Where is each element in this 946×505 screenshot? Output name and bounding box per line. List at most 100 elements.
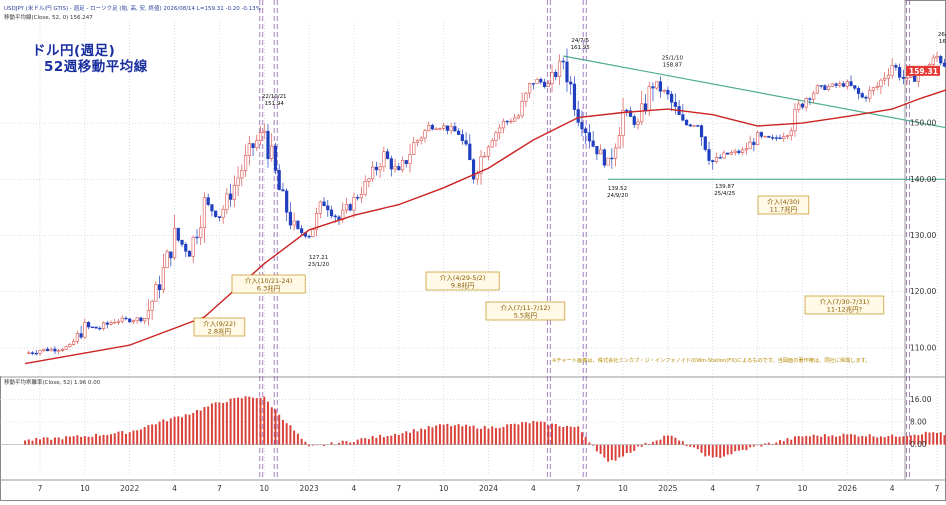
- candle-body: [415, 140, 420, 143]
- deviation-bar: [693, 444, 696, 448]
- deviation-bar: [760, 444, 763, 447]
- candle-body: [404, 160, 408, 164]
- candle-body: [853, 85, 857, 89]
- deviation-bar: [715, 444, 718, 457]
- deviation-bar: [438, 424, 441, 445]
- deviation-bar: [349, 442, 352, 445]
- intervention-label: 介入(10/21-24): [245, 277, 292, 285]
- deviation-bar: [330, 442, 333, 445]
- deviation-bar: [446, 423, 449, 445]
- intervention-amount: 2.8兆円: [208, 327, 231, 336]
- candle-body: [643, 103, 648, 111]
- x-tick-label: 2023: [300, 484, 319, 493]
- candle-body: [438, 128, 442, 130]
- deviation-bar: [345, 441, 348, 445]
- candle-body: [711, 160, 715, 163]
- candle-body: [935, 56, 939, 59]
- deviation-bar: [311, 444, 314, 446]
- x-tick-label: 7: [396, 484, 401, 493]
- candle-body: [352, 197, 356, 211]
- deviation-bar: [502, 426, 505, 445]
- price-label: 22/10/21: [262, 94, 287, 100]
- candle-body: [737, 150, 741, 153]
- deviation-bar: [102, 434, 105, 445]
- deviation-bar: [513, 423, 516, 445]
- candle-body: [763, 135, 767, 138]
- intervention-amount: 5.5兆円: [514, 311, 537, 320]
- candle-body: [939, 56, 943, 64]
- candle-body: [169, 251, 173, 259]
- candle-body: [172, 227, 177, 259]
- x-tick-label: 7: [755, 484, 760, 493]
- candle-body: [292, 220, 296, 226]
- candle-body: [883, 77, 887, 81]
- x-tick-label: 2022: [120, 484, 139, 493]
- deviation-bar: [244, 396, 247, 445]
- deviation-bar: [689, 444, 692, 447]
- candle-body: [131, 320, 136, 323]
- candle-body: [72, 340, 76, 345]
- candle-body: [146, 309, 150, 319]
- deviation-bar: [637, 444, 639, 447]
- candle-body: [128, 318, 132, 323]
- deviation-bar: [734, 444, 737, 452]
- candle-body: [789, 130, 793, 136]
- candle-body: [419, 137, 423, 141]
- deviation-bar: [532, 420, 535, 445]
- candle-body: [501, 120, 506, 129]
- deviation-bar: [808, 436, 811, 445]
- candle-body: [539, 78, 543, 83]
- candle-body: [823, 85, 827, 91]
- deviation-bar: [891, 434, 894, 445]
- deviation-bar: [932, 432, 935, 445]
- deviation-bar: [588, 442, 591, 445]
- deviation-bar: [573, 427, 576, 445]
- candle-body: [542, 81, 547, 87]
- deviation-bar: [394, 433, 397, 445]
- intervention-label: 介入(4/30): [767, 198, 800, 206]
- candle-body: [45, 348, 50, 352]
- candle-body: [569, 81, 573, 85]
- deviation-bar: [565, 425, 568, 445]
- deviation-bar: [203, 407, 206, 445]
- deviation-bar: [382, 437, 385, 445]
- candle-body: [449, 126, 453, 131]
- deviation-bar: [536, 421, 539, 445]
- candle-body: [217, 216, 222, 218]
- deviation-bar: [61, 439, 64, 445]
- deviation-bar: [842, 433, 845, 445]
- deviation-bar: [790, 439, 793, 445]
- deviation-bar: [259, 397, 262, 445]
- deviation-bar: [610, 444, 613, 461]
- price-label: 26/7/24: [938, 32, 946, 38]
- sub-y-tick-label: 0.00: [910, 440, 927, 449]
- candle-body: [356, 197, 360, 199]
- deviation-bar: [151, 424, 154, 445]
- candle-body: [718, 157, 722, 159]
- deviation-bar: [543, 421, 546, 445]
- intervention-amount: 11.7兆円: [770, 205, 797, 214]
- deviation-bar: [584, 436, 587, 445]
- candle-body: [60, 349, 65, 351]
- deviation-bar: [752, 444, 755, 447]
- deviation-bar: [53, 437, 56, 445]
- candle-body: [442, 125, 446, 129]
- header-ma-info: 移動平均線(Close, 52, 0) 156.247: [4, 15, 93, 21]
- deviation-bar: [838, 436, 841, 445]
- candle-body: [161, 267, 165, 291]
- deviation-bar: [730, 444, 733, 455]
- candle-body: [752, 141, 756, 146]
- candle-body: [804, 98, 808, 108]
- deviation-bar: [352, 442, 355, 445]
- price-label: 151.94: [265, 101, 285, 107]
- candle-body: [229, 193, 233, 200]
- candle-body: [782, 136, 786, 139]
- deviation-bar: [648, 443, 651, 445]
- deviation-bar: [823, 434, 826, 445]
- y-tick-label: 140.00: [910, 175, 936, 184]
- deviation-bar: [177, 416, 180, 445]
- deviation-bar: [379, 434, 382, 445]
- deviation-bar: [924, 431, 927, 445]
- candle-body: [453, 126, 457, 132]
- deviation-bar: [607, 444, 610, 462]
